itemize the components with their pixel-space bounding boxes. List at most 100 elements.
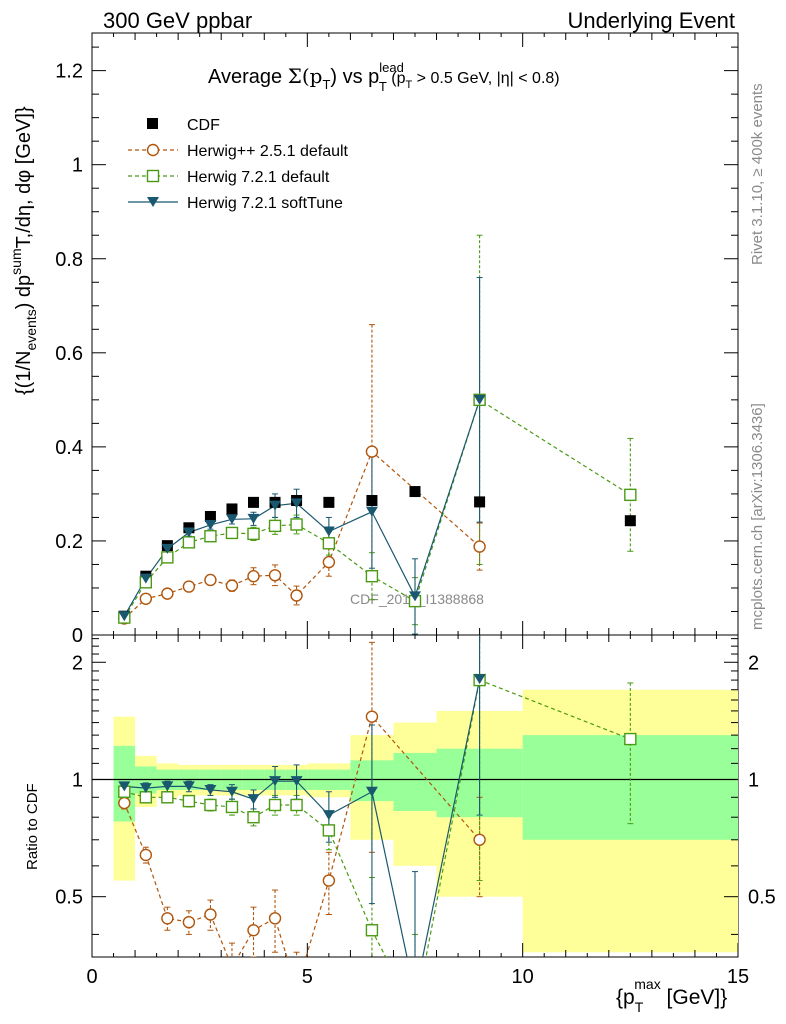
ratio-point-1 bbox=[365, 924, 379, 937]
ratio-y-tick-label: 2 bbox=[72, 652, 83, 674]
series-point-2 bbox=[365, 506, 378, 517]
header-right: Underlying Event bbox=[567, 8, 735, 33]
y-tick-label: 0.4 bbox=[55, 437, 83, 459]
series-point-0 bbox=[247, 570, 260, 583]
series-point-2 bbox=[409, 591, 421, 602]
plot-title: Average Σ(pT) vs plead T (pT > 0.5 GeV, |… bbox=[208, 60, 560, 94]
ratio-point-1 bbox=[139, 791, 153, 804]
ratio-point-0 bbox=[322, 874, 336, 887]
data-point-cdf bbox=[226, 503, 238, 515]
ratio-point-2 bbox=[161, 781, 174, 792]
series-point-0 bbox=[268, 569, 282, 582]
series-point-2 bbox=[290, 498, 303, 509]
ratio-point-1 bbox=[182, 794, 196, 808]
series-line-2 bbox=[123, 399, 481, 617]
ratio-point-2 bbox=[247, 794, 260, 805]
ratio-point-1 bbox=[290, 798, 303, 812]
ratio-point-2 bbox=[182, 781, 195, 792]
ratio-point-0 bbox=[365, 710, 379, 723]
ratio-point-2 bbox=[139, 783, 152, 794]
ratio-point-2 bbox=[365, 786, 378, 797]
ratio-point-0 bbox=[161, 912, 174, 925]
ratio-point-1 bbox=[322, 824, 336, 837]
series-point-2 bbox=[161, 543, 174, 554]
data-point-cdf bbox=[624, 515, 636, 527]
ratio-point-2 bbox=[225, 786, 238, 797]
ratio-plot-series bbox=[118, 635, 637, 957]
ratio-point-2 bbox=[290, 776, 303, 787]
ratio-point-1 bbox=[624, 732, 637, 746]
ratio-point-1 bbox=[161, 791, 174, 804]
header-left: 300 GeV ppbar bbox=[103, 8, 252, 33]
series-point-0 bbox=[161, 587, 174, 600]
series-point-1 bbox=[365, 570, 379, 583]
ratio-point-0 bbox=[204, 908, 217, 921]
data-point-cdf bbox=[474, 496, 486, 508]
series-point-0 bbox=[290, 589, 303, 602]
series-point-1 bbox=[204, 530, 217, 543]
series-point-1 bbox=[225, 526, 239, 540]
data-point-cdf bbox=[204, 510, 216, 522]
ratio-y-axis-label: Ratio to CDF bbox=[24, 783, 41, 870]
data-point-cdf bbox=[248, 496, 259, 508]
legend-marker-herwig7-softtune bbox=[147, 197, 159, 207]
y-tick-label: 0.8 bbox=[55, 249, 83, 271]
series-point-2 bbox=[139, 573, 152, 584]
ratio-y-tick-label: 1 bbox=[72, 769, 83, 791]
legend-label-herwigpp: Herwig++ 2.5.1 default bbox=[187, 143, 349, 160]
series-point-0 bbox=[225, 579, 239, 592]
ratio-y-tick-label-right: 0.5 bbox=[748, 887, 776, 909]
series-point-2 bbox=[118, 611, 131, 622]
legend-marker-herwigpp bbox=[146, 143, 160, 157]
ratio-point-1 bbox=[247, 811, 260, 824]
x-tick-label: 0 bbox=[86, 966, 97, 988]
series-point-2 bbox=[473, 394, 486, 405]
ratio-point-0 bbox=[182, 915, 196, 929]
legend-marker-herwig7-default bbox=[146, 169, 160, 183]
ratio-point-0 bbox=[268, 912, 282, 925]
ratio-point-0 bbox=[139, 848, 153, 862]
ratio-point-2 bbox=[204, 784, 217, 795]
x-tick-label: 5 bbox=[302, 966, 313, 988]
series-point-0 bbox=[139, 592, 153, 605]
y-tick-label: 1 bbox=[72, 155, 83, 177]
ratio-point-2 bbox=[118, 781, 131, 792]
ratio-series-group bbox=[118, 635, 637, 957]
series-point-0 bbox=[182, 580, 196, 593]
series-line-0 bbox=[123, 450, 480, 619]
ratio-point-0 bbox=[247, 924, 260, 937]
series-point-0 bbox=[204, 573, 217, 587]
ratio-band-inner bbox=[522, 735, 738, 840]
ratio-point-1 bbox=[225, 800, 239, 814]
series-point-2 bbox=[247, 513, 260, 524]
rivet-version-label: Rivet 3.1.10, ≥ 400k events bbox=[749, 83, 766, 265]
series-point-1 bbox=[247, 527, 260, 541]
series-point-1 bbox=[322, 537, 336, 550]
ratio-band-inner bbox=[393, 752, 437, 811]
legend-label-herwig7-default: Herwig 7.2.1 default bbox=[187, 169, 330, 186]
ratio-y-tick-label-right: 1 bbox=[748, 769, 759, 791]
data-point-cdf bbox=[409, 486, 421, 498]
legend-marker-cdf bbox=[147, 118, 158, 129]
legend-label-herwig7-softtune: Herwig 7.2.1 softTune bbox=[187, 195, 343, 212]
y-tick-label: 0 bbox=[72, 625, 83, 647]
series-line-1 bbox=[123, 398, 631, 618]
ratio-line-0 bbox=[123, 715, 481, 957]
series-point-1 bbox=[268, 519, 282, 533]
x-tick-label: 10 bbox=[512, 966, 534, 988]
ratio-point-2 bbox=[269, 776, 282, 787]
ratio-point-0 bbox=[473, 833, 486, 846]
data-point-cdf bbox=[366, 494, 378, 506]
series-point-1 bbox=[290, 518, 303, 531]
ratio-point-0 bbox=[118, 796, 131, 810]
data-point-cdf bbox=[323, 496, 335, 508]
legend-label-cdf: CDF bbox=[187, 117, 220, 134]
x-axis-label: {pTmax [GeV]} bbox=[616, 976, 727, 1015]
series-point-1 bbox=[182, 536, 196, 549]
series-point-0 bbox=[322, 555, 336, 569]
series-point-0 bbox=[473, 540, 486, 553]
y-tick-label: 0.6 bbox=[55, 343, 83, 365]
series-point-2 bbox=[322, 526, 335, 537]
series-point-2 bbox=[269, 500, 282, 511]
